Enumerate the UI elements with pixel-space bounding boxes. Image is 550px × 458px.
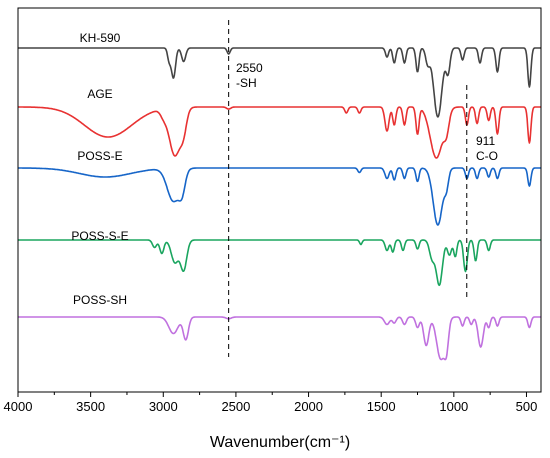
x-tick-label-4000: 4000 (4, 399, 33, 414)
trace-kh-590 (17, 316, 542, 361)
trace-poss-e (17, 167, 542, 226)
x-tick-label-1000: 1000 (439, 399, 468, 414)
series-labels: KH-590 AGE POSS-E POSS-S-E POSS-SH (71, 31, 128, 307)
reference-lines (228, 20, 468, 357)
series-label-poss-s-e: POSS-S-E (71, 229, 128, 243)
trace-poss-s-e (17, 106, 542, 159)
plot-frame (17, 7, 542, 393)
annotation-911-line-0: 911 (476, 134, 495, 148)
x-tick-label-1500: 1500 (367, 399, 396, 414)
x-tick-label-500: 500 (516, 399, 538, 414)
x-tick-label-2500: 2500 (221, 399, 250, 414)
annotation-911-line-1: C-O (476, 149, 498, 163)
series-label-age: AGE (87, 87, 112, 101)
series-label-kh-590: KH-590 (80, 31, 121, 45)
x-axis: 4000 3500 3000 2500 2000 1500 1000 500 (4, 7, 542, 414)
x-tick-label-3500: 3500 (76, 399, 105, 414)
x-tick-label-2000: 2000 (294, 399, 323, 414)
annotation-2550-line-1: -SH (236, 76, 257, 90)
x-tick-label-3000: 3000 (149, 399, 178, 414)
trace-poss-sh (17, 47, 542, 118)
series-label-poss-e: POSS-E (77, 149, 122, 163)
spectra-traces (17, 47, 542, 361)
series-label-poss-sh: POSS-SH (73, 293, 127, 307)
x-axis-label: Wavenumber(cm⁻¹) (210, 434, 350, 451)
trace-age (17, 239, 542, 287)
annotation-2550-line-0: 2550 (236, 61, 263, 75)
